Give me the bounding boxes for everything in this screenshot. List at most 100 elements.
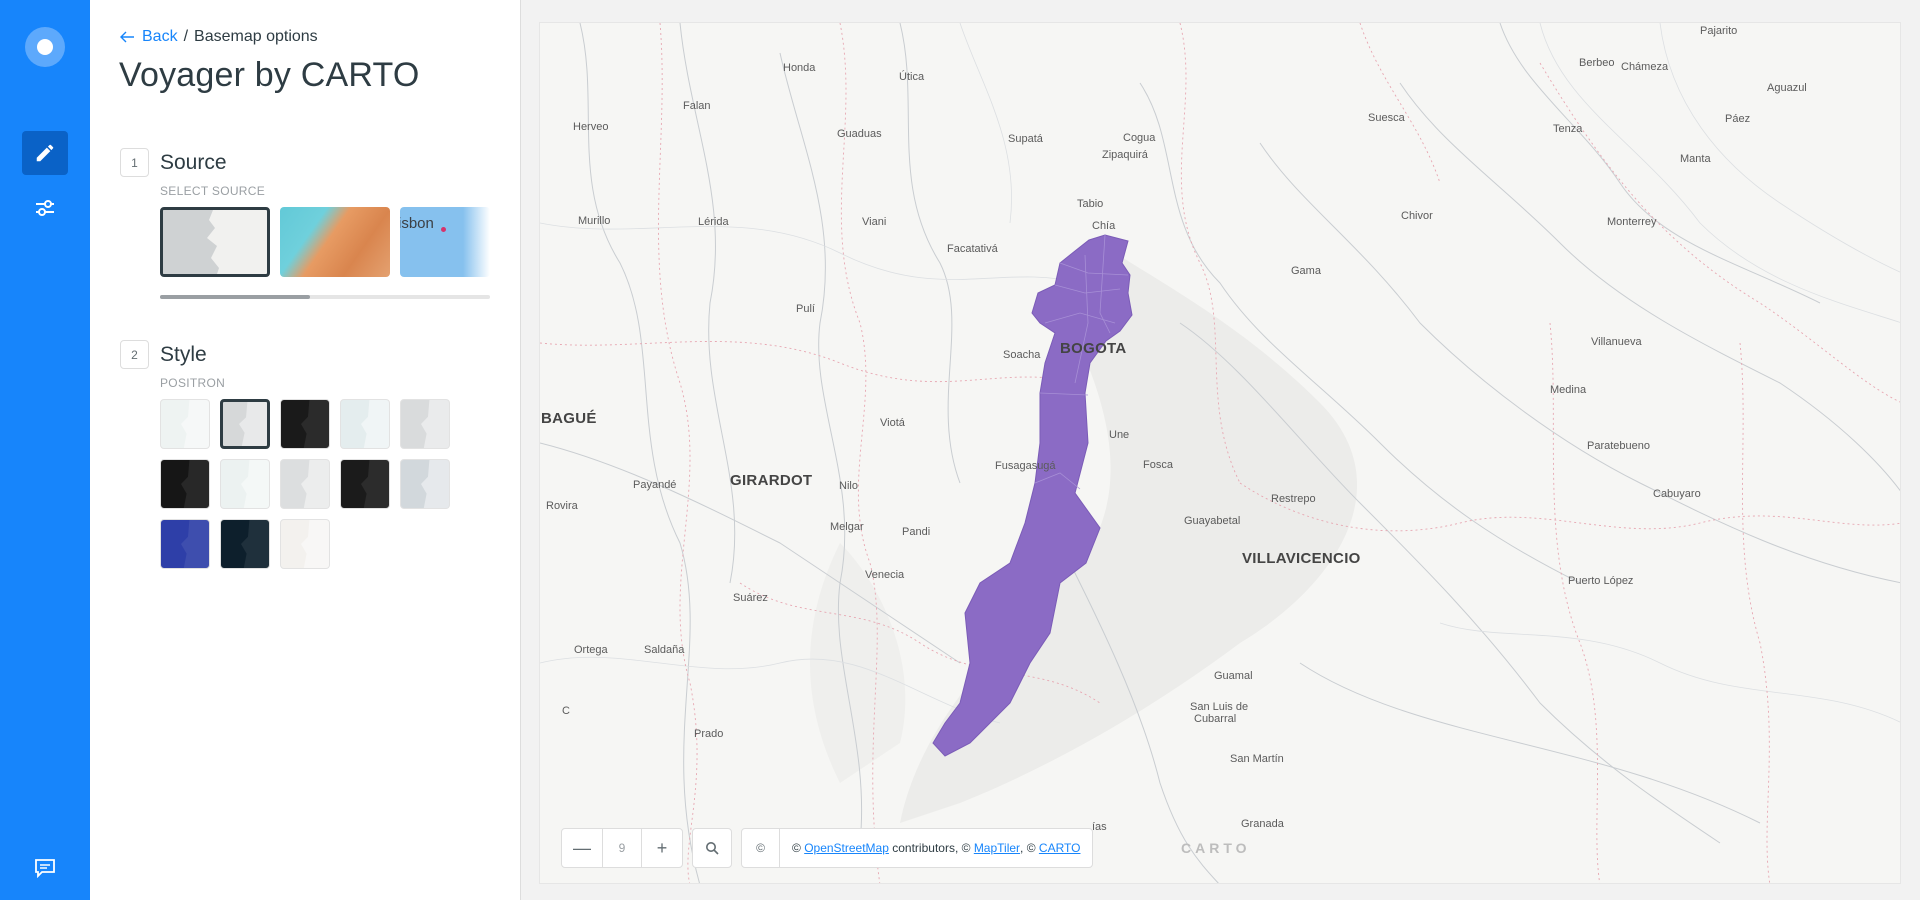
- back-link[interactable]: Back: [120, 28, 178, 46]
- town-label: Herveo: [573, 121, 609, 133]
- town-label: San Luis de: [1190, 701, 1249, 713]
- town-label: Facatativá: [947, 243, 998, 255]
- attribution-toggle-icon[interactable]: ©: [742, 829, 780, 867]
- step-label: Style: [160, 342, 207, 366]
- source-carousel: isbon: [160, 207, 490, 277]
- carto-logo-icon[interactable]: [25, 27, 65, 67]
- edit-pencil-icon[interactable]: [22, 131, 68, 175]
- town-label: Viotá: [880, 417, 905, 429]
- town-label: Cubarral: [1194, 713, 1237, 725]
- style-voyager-no-labels-swatch[interactable]: [220, 459, 270, 509]
- style-positron-swatch[interactable]: [220, 399, 270, 449]
- source-step-header: 1 Source: [120, 148, 227, 177]
- town-label: Soacha: [1003, 349, 1041, 361]
- maptiler-link[interactable]: MapTiler: [973, 841, 1021, 855]
- town-label: Suesca: [1368, 112, 1405, 124]
- town-label: Prado: [694, 728, 724, 740]
- town-label: Guamal: [1214, 670, 1253, 682]
- source-carto-thumb[interactable]: [160, 207, 270, 277]
- town-label: Pandi: [902, 526, 931, 538]
- style-blue-swatch[interactable]: [160, 519, 210, 569]
- town-label: Monterrey: [1607, 216, 1657, 228]
- thumb-city-label: isbon: [400, 215, 434, 232]
- town-label: C: [562, 705, 570, 717]
- map-search-button[interactable]: [692, 828, 732, 868]
- city-label: VILLAVICENCIO: [1242, 550, 1361, 567]
- style-positron-labels-under-swatch[interactable]: [400, 399, 450, 449]
- town-label: Venecia: [865, 569, 905, 581]
- town-label: Cabuyaro: [1653, 488, 1701, 500]
- town-label: Paratebueno: [1587, 440, 1650, 452]
- style-positron-no-labels-swatch[interactable]: [280, 459, 330, 509]
- settings-sliders-icon[interactable]: [22, 186, 68, 230]
- style-antique-swatch[interactable]: [280, 519, 330, 569]
- town-label: Ortega: [574, 644, 608, 656]
- town-label: Villanueva: [1591, 336, 1642, 348]
- map-attribution: © © OpenStreetMap contributors, © MapTil…: [741, 828, 1094, 868]
- town-label: Fosca: [1143, 459, 1173, 471]
- town-label: Fusagasugá: [995, 460, 1056, 472]
- carto-watermark-logo: CARTO: [1181, 840, 1251, 856]
- zoom-control: — 9 +: [561, 828, 683, 868]
- style-dark-matter-labels-under-swatch[interactable]: [160, 459, 210, 509]
- town-label: Lérida: [698, 216, 729, 228]
- scrollbar-handle[interactable]: [160, 295, 310, 299]
- carto-link[interactable]: CARTO: [1038, 841, 1081, 855]
- source-stamen-thumb[interactable]: [280, 207, 390, 277]
- source-sublabel: SELECT SOURCE: [160, 184, 266, 198]
- style-dark-matter-no-labels-swatch[interactable]: [340, 459, 390, 509]
- page-title: Voyager by CARTO: [119, 56, 420, 94]
- town-label: Suárez: [733, 592, 768, 604]
- breadcrumb-separator: /: [183, 28, 189, 45]
- city-label: GIRARDOT: [730, 472, 813, 489]
- attribution-sep: , ©: [1020, 841, 1036, 855]
- location-dot: [441, 227, 446, 232]
- town-label: Melgar: [830, 521, 864, 533]
- style-positron-lite-swatch[interactable]: [400, 459, 450, 509]
- town-label: Honda: [783, 62, 816, 74]
- openstreetmap-link[interactable]: OpenStreetMap: [804, 841, 889, 855]
- city-label: BAGUÉ: [541, 410, 597, 427]
- style-step-header: 2 Style: [120, 340, 207, 369]
- map-background: [540, 23, 1900, 883]
- town-label: Murillo: [578, 215, 611, 227]
- town-label: Chámeza: [1621, 61, 1669, 73]
- town-label: Saldaña: [644, 644, 685, 656]
- breadcrumb: Back / Basemap options: [120, 28, 318, 46]
- town-label: Pajarito: [1700, 25, 1738, 37]
- town-label: Medina: [1550, 384, 1587, 396]
- town-label: Puerto López: [1568, 575, 1634, 587]
- town-label: Payandé: [633, 479, 677, 491]
- back-label: Back: [142, 28, 178, 45]
- zoom-out-button[interactable]: —: [573, 837, 591, 858]
- town-label: Tenza: [1553, 123, 1583, 135]
- town-label: Falan: [683, 100, 711, 112]
- town-label: Aguazul: [1767, 82, 1807, 94]
- map-canvas[interactable]: Pajarito Honda Útica Berbeo Chámeza Aguazul Fa…: [539, 22, 1901, 884]
- town-label: Viani: [862, 216, 887, 228]
- zoom-in-button[interactable]: +: [656, 837, 668, 858]
- style-dark-matter-swatch[interactable]: [280, 399, 330, 449]
- attribution-mid: contributors, ©: [892, 841, 971, 855]
- town-label: Restrepo: [1271, 493, 1316, 505]
- city-label: BOGOTA: [1060, 340, 1127, 357]
- chat-feedback-icon[interactable]: [22, 848, 68, 888]
- town-label: Granada: [1241, 818, 1284, 830]
- town-label: Une: [1109, 429, 1130, 441]
- source-here-thumb[interactable]: isbon: [400, 207, 490, 277]
- town-label: Chivor: [1401, 210, 1433, 222]
- source-scrollbar[interactable]: [160, 295, 490, 299]
- town-label: Nilo: [839, 480, 858, 492]
- style-voyager-labels-under-swatch[interactable]: [340, 399, 390, 449]
- step-number: 2: [120, 340, 149, 369]
- town-label: Supatá: [1008, 133, 1043, 145]
- town-label: Guaduas: [837, 128, 882, 140]
- arrow-left-icon: [120, 31, 134, 43]
- zoom-level: 9: [602, 829, 642, 867]
- town-label: Cogua: [1123, 132, 1156, 144]
- style-dark-blue-swatch[interactable]: [220, 519, 270, 569]
- town-label: Tabio: [1077, 198, 1104, 210]
- style-voyager-swatch[interactable]: [160, 399, 210, 449]
- town-label: Berbeo: [1579, 57, 1615, 69]
- town-label: ías: [1092, 821, 1107, 833]
